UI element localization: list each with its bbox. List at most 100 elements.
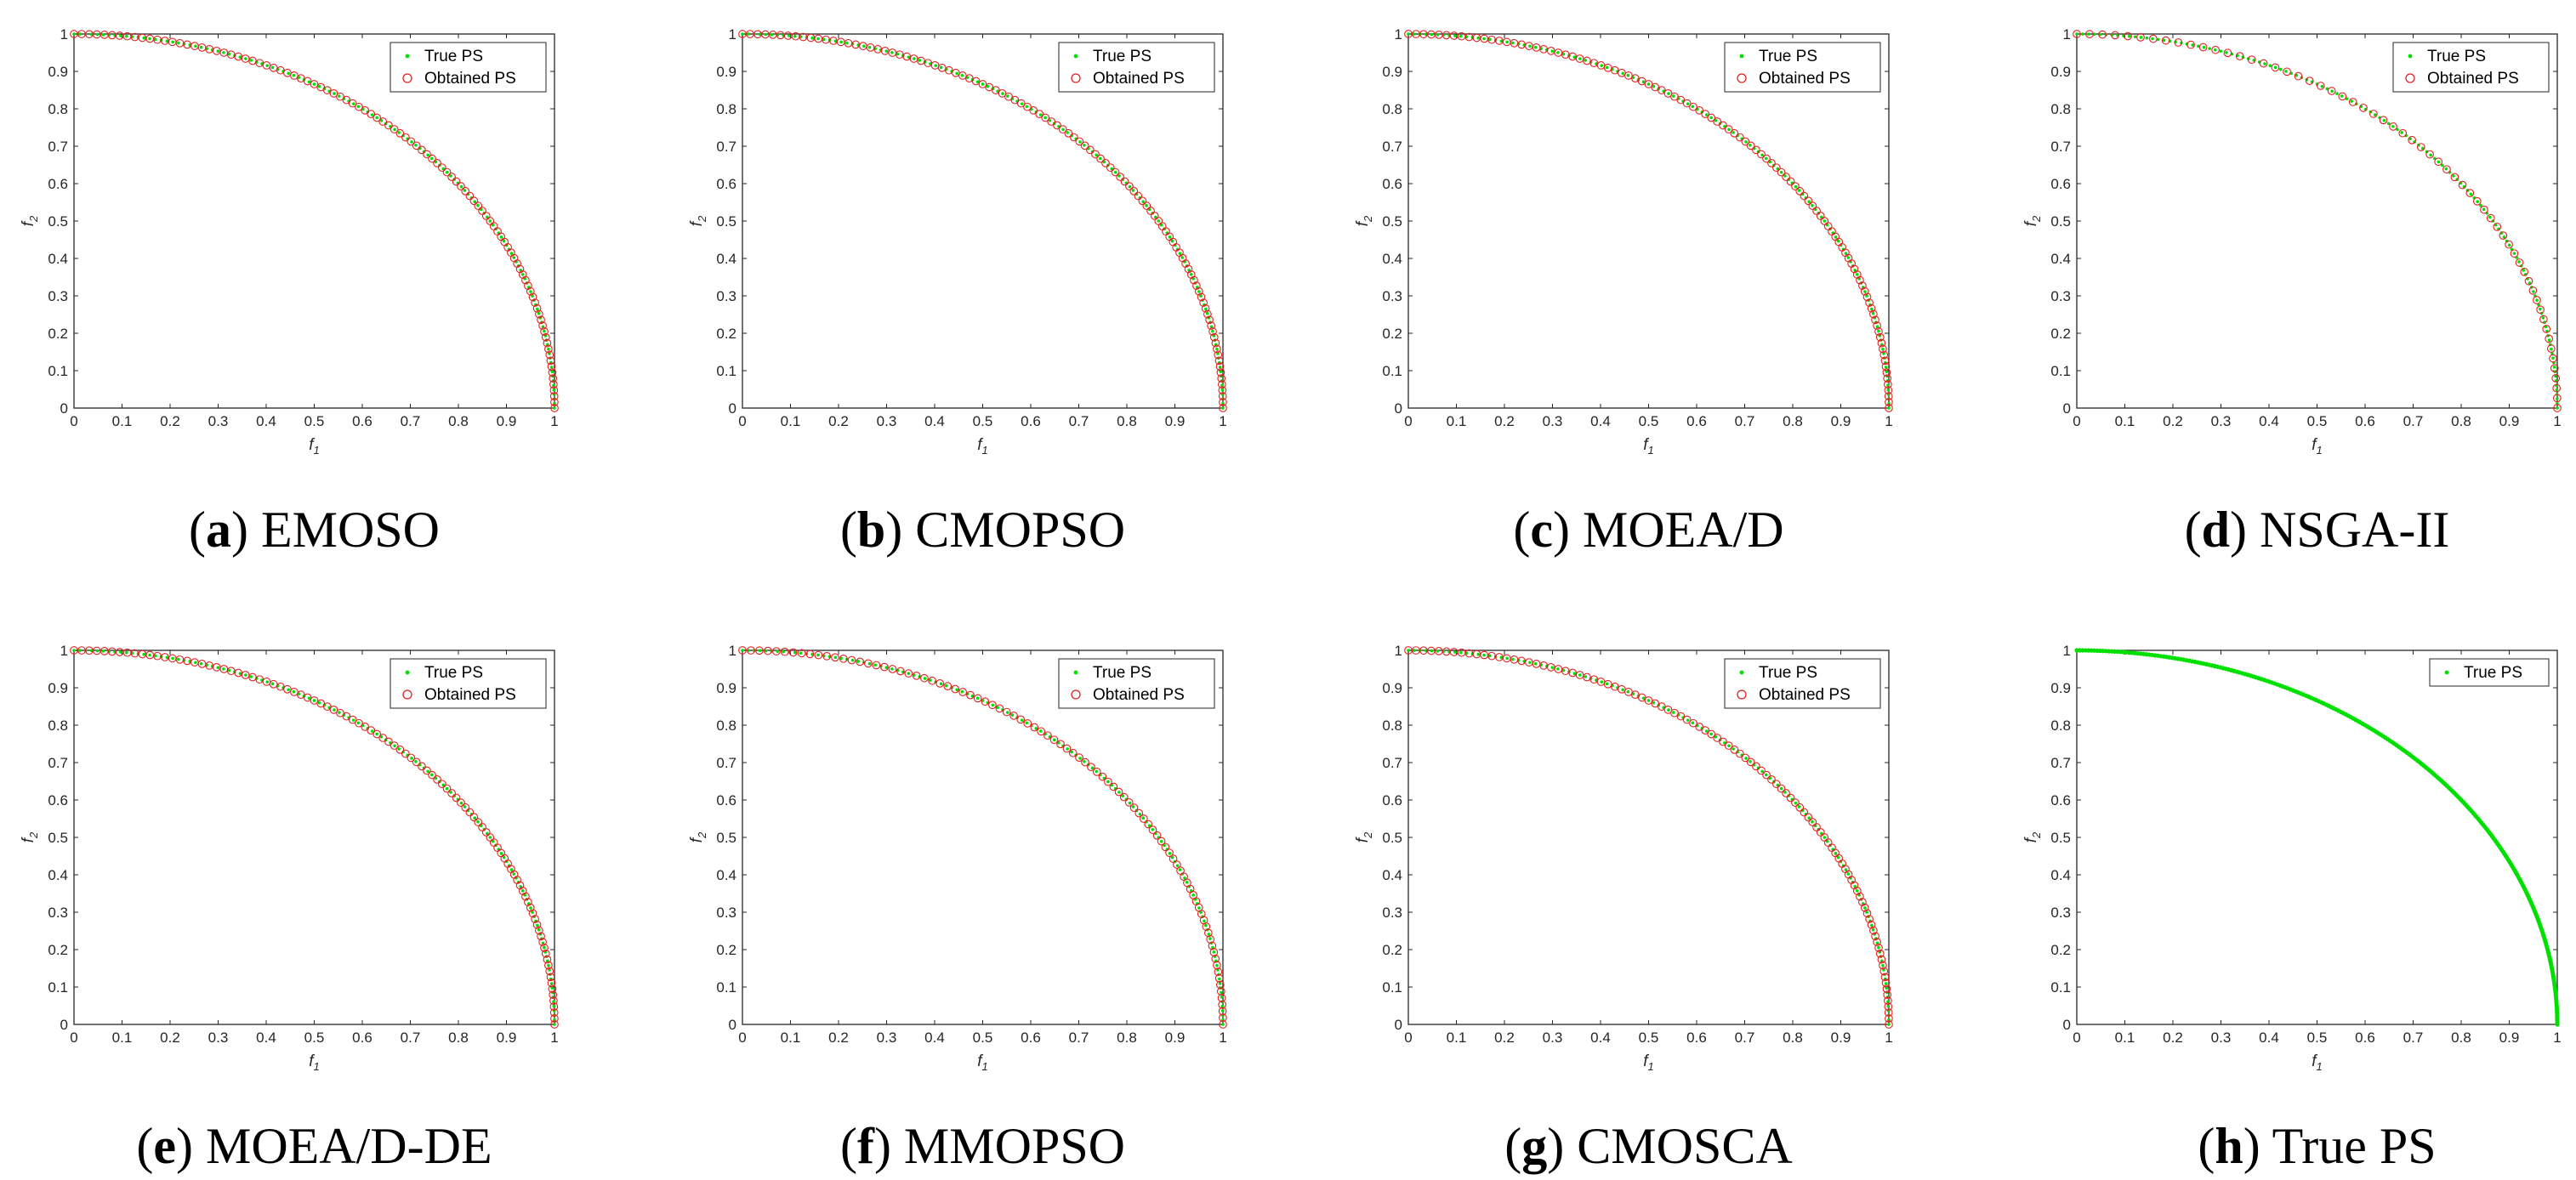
true-ps-point	[312, 699, 316, 702]
obtained-ps-point	[1658, 86, 1666, 94]
obtained-ps-point	[1214, 967, 1223, 976]
true-ps-point	[1145, 203, 1148, 207]
true-ps-point	[1215, 963, 1219, 967]
true-ps-point	[550, 986, 554, 990]
x-tick-label: 0.4	[256, 1030, 276, 1046]
obtained-ps-point	[361, 723, 370, 731]
obtained-ps-point	[920, 673, 929, 683]
true-ps-point	[1528, 44, 1532, 48]
true-ps-point	[1834, 235, 1838, 239]
true-ps-point	[1078, 140, 1082, 144]
true-ps-point	[1025, 721, 1029, 725]
true-ps-point	[2551, 356, 2555, 360]
obtained-ps-point	[1852, 887, 1862, 895]
obtained-ps-point	[1682, 99, 1692, 108]
true-ps-point	[337, 94, 341, 98]
true-ps-point	[1106, 780, 1110, 784]
true-ps-point	[1430, 32, 1434, 37]
obtained-ps-point	[1644, 696, 1653, 705]
plot-area	[742, 33, 1224, 409]
true-ps-point	[1128, 184, 1132, 189]
true-ps-point	[2133, 35, 2137, 39]
obtained-ps-point	[2338, 92, 2347, 101]
y-tick-label: 0.7	[716, 755, 736, 771]
legend-label: Obtained PS	[2427, 70, 2519, 88]
obtained-ps-point	[1676, 712, 1686, 721]
obtained-ps-point	[1201, 304, 1210, 313]
true-ps-point	[1220, 1004, 1225, 1008]
true-ps-point	[2552, 366, 2556, 369]
true-ps-point	[2555, 388, 2559, 392]
true-ps-point	[776, 650, 780, 653]
obtained-ps-point	[1134, 191, 1143, 201]
obtained-ps-point	[547, 362, 556, 372]
x-tick-label: 0.3	[208, 1030, 229, 1046]
subplot-e: 0 0.1 0.2 0.3 0.4 0.5 0.6 0.7 0.8 0.9 1 0 0.1 0.2 0.3 0…	[20, 643, 559, 1073]
obtained-ps-point	[1624, 688, 1633, 696]
obtained-ps-point	[1865, 915, 1874, 923]
obtained-ps-point	[788, 648, 798, 657]
obtained-ps-point	[348, 99, 357, 108]
true-ps-point	[960, 73, 964, 77]
true-ps-point	[1887, 406, 1891, 410]
legend-marker-true-ps	[1073, 54, 1078, 59]
obtained-ps-point	[1142, 201, 1152, 210]
x-tick-label: 0.8	[1783, 1030, 1803, 1046]
true-ps-point	[2488, 215, 2492, 219]
legend-label: True PS	[424, 48, 483, 65]
y-tick-label: 1	[1395, 643, 1402, 659]
obtained-ps-point	[2505, 240, 2513, 249]
true-ps-point	[2213, 48, 2217, 52]
true-ps-point	[1203, 919, 1206, 923]
obtained-ps-point	[1752, 762, 1760, 771]
caption-f: (f) MMOPSO	[840, 1118, 1125, 1174]
obtained-ps-point	[537, 315, 545, 325]
obtained-ps-point	[1858, 281, 1867, 290]
true-ps-point	[1407, 32, 1410, 36]
obtained-ps-point	[1049, 735, 1059, 745]
legend-box	[2392, 42, 2550, 93]
y-tick-label: 0.7	[1382, 139, 1402, 155]
x-tick-label: 0.8	[448, 1030, 469, 1046]
true-ps-point	[764, 649, 768, 653]
obtained-ps-point	[1850, 264, 1859, 274]
obtained-ps-point	[526, 286, 535, 296]
legend-label: True PS	[1093, 664, 1152, 682]
true-ps-point	[154, 37, 157, 42]
obtained-ps-point	[1002, 707, 1011, 717]
legend-box	[390, 42, 547, 93]
true-ps-point	[1779, 170, 1783, 174]
obtained-ps-point	[1207, 321, 1215, 330]
true-ps-point	[816, 37, 820, 41]
true-ps-point	[1671, 711, 1675, 714]
obtained-ps-point	[928, 676, 936, 685]
true-ps-point	[549, 982, 554, 985]
obtained-ps-point	[537, 932, 545, 941]
obtained-ps-point	[1850, 881, 1859, 890]
obtained-ps-point	[412, 757, 421, 767]
y-tick-label: 0.5	[1382, 213, 1402, 230]
obtained-ps-point	[1184, 264, 1193, 274]
true-ps-point	[1877, 945, 1880, 950]
obtained-ps-point	[964, 74, 974, 83]
obtained-ps-point	[355, 102, 363, 111]
x-tick-label: 0.7	[401, 1030, 421, 1046]
obtained-ps-point	[831, 653, 839, 662]
obtained-ps-point	[1047, 117, 1056, 126]
obtained-ps-point	[418, 145, 426, 155]
true-ps-point	[393, 744, 396, 748]
obtained-ps-point	[839, 654, 848, 663]
obtained-ps-point	[1138, 196, 1147, 206]
true-ps-point	[839, 656, 843, 661]
legend-marker-true-ps	[2444, 670, 2449, 675]
true-ps-point	[1823, 219, 1827, 223]
true-ps-point	[1811, 820, 1814, 824]
obtained-ps-point	[1041, 113, 1050, 122]
true-ps-point	[2539, 307, 2542, 311]
obtained-ps-point	[329, 88, 338, 98]
caption-letter: c	[1530, 502, 1553, 558]
true-ps-point	[1131, 189, 1135, 192]
obtained-ps-point	[2359, 103, 2368, 112]
true-ps-point	[1807, 200, 1811, 204]
true-ps-point	[1061, 128, 1065, 132]
